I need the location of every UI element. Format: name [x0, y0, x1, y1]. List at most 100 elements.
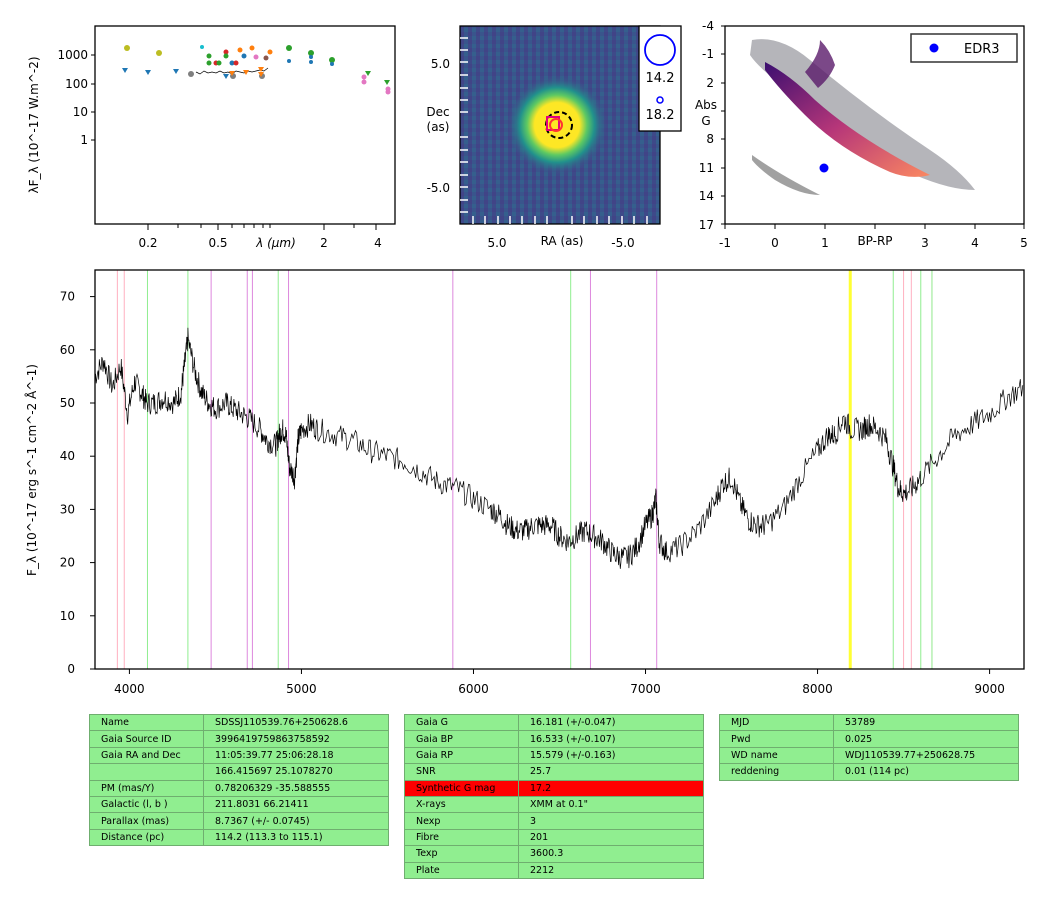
table-row: WD name WDJ110539.77+250628.75: [719, 746, 1019, 765]
hrd-ytick: -4: [702, 19, 714, 33]
table-row: Gaia RA and Dec 11:05:39.77 25:06:28.18: [89, 746, 389, 765]
table-key: Gaia RP: [404, 746, 519, 765]
table-key: Pwd: [719, 730, 834, 748]
spectrum-xtick: 9000: [974, 682, 1005, 696]
hrd-giant-branch: [805, 40, 835, 88]
sed-xtick: 4: [374, 236, 382, 250]
table-key: Gaia BP: [404, 730, 519, 748]
spectrum-ytick: 0: [67, 662, 75, 676]
hrd-cloud: [750, 39, 975, 190]
table-value: 11:05:39.77 25:06:28.18: [203, 746, 389, 765]
table-value: 3600.3: [518, 845, 704, 863]
hrd-target-point: [819, 163, 829, 173]
image-xtick: -5.0: [611, 236, 634, 250]
image-ylabel: (as): [427, 120, 450, 134]
hrd-xlabel: BP-RP: [857, 234, 892, 248]
table-key: reddening: [719, 763, 834, 781]
table-key: Nexp: [404, 812, 519, 830]
table-row: Distance (pc) 114.2 (113.3 to 115.1): [89, 828, 389, 847]
table-row: Galactic (l, b ) 211.8031 66.21411: [89, 795, 389, 814]
spectrum-panel: 0 10 20 30 40 50 60 70 4000 5000 6000 7000 8000 9000…: [24, 269, 1025, 696]
hrd-ylabel: Abs: [695, 98, 717, 112]
table-row: Nexp 3: [404, 812, 704, 830]
table-value: 114.2 (113.3 to 115.1): [203, 828, 389, 847]
hrd-ytick: 2: [706, 76, 714, 90]
hrd-legend: [910, 33, 1018, 63]
table-row: Gaia RP 15.579 (+/-0.163): [404, 746, 704, 765]
info-table-2: Gaia G 16.181 (+/-0.047) Gaia BP 16.533 (+/…: [404, 713, 704, 879]
spectrum-ytick: 70: [60, 290, 75, 304]
spectrum-ytick: 30: [60, 502, 75, 516]
spectrum-ylabel: F_λ (10^-17 erg s^-1 cm^-2 Å^-1): [24, 364, 39, 576]
table-key: Fibre: [404, 828, 519, 847]
legend-label: 18.2: [646, 108, 675, 123]
info-table-3: MJD 53789 Pwd 0.025 WD name WDJ110539.77+2506…: [719, 713, 1019, 781]
table-key: Parallax (mas): [89, 812, 204, 830]
table-value: 0.01 (114 pc): [833, 763, 1019, 781]
hrd-xtick: 5: [1020, 236, 1028, 250]
sed-xtick: 2: [320, 236, 328, 250]
spectral-line-markers: [116, 270, 933, 669]
spectrum-line: [94, 327, 1024, 569]
spectrum-ytick: 50: [60, 396, 75, 410]
table-row: Synthetic G mag 17.2: [404, 779, 704, 797]
table-value: 25.7: [518, 763, 704, 781]
sed-ytick: 1000: [57, 48, 88, 62]
image-ylabel: Dec: [426, 105, 449, 119]
target-circle: [549, 118, 563, 132]
image-panel: 5.0 -5.0 Dec (as) 5.0 -5.0 RA (as) 14.2 …: [426, 25, 682, 250]
image-xtick: 5.0: [487, 236, 506, 250]
hrd-wd-sequence: [752, 155, 820, 195]
sed-ylabel: λF_λ (10^-17 W.m^-2): [27, 56, 41, 193]
info-table-1: Name SDSSJ110539.76+250628.6 Gaia Source I…: [89, 713, 389, 847]
hrd-xtick: 1: [821, 236, 829, 250]
table-row: PM (mas/Y) 0.78206329 -35.588555: [89, 779, 389, 797]
legend-marker-small: [656, 96, 664, 104]
spectrum-xtick: 4000: [114, 682, 145, 696]
table-key: Galactic (l, b ): [89, 795, 204, 814]
legend-label: 14.2: [646, 71, 675, 86]
table-key: Name: [89, 713, 204, 732]
table-row: X-rays XMM at 0.1": [404, 795, 704, 814]
hrd-xtick: 0: [771, 236, 779, 250]
table-value: 8.7367 (+/- 0.0745): [203, 812, 389, 830]
table-key: Texp: [404, 845, 519, 863]
table-key: Synthetic G mag: [404, 779, 519, 797]
table-key: WD name: [719, 746, 834, 765]
table-key: MJD: [719, 713, 834, 732]
table-value: SDSSJ110539.76+250628.6: [203, 713, 389, 732]
spectrum-ytick: 10: [60, 609, 75, 623]
hrd-xtick: 4: [971, 236, 979, 250]
table-value: 0.78206329 -35.588555: [203, 779, 389, 797]
table-value: 211.8031 66.21411: [203, 795, 389, 814]
table-value: 2212: [518, 861, 704, 879]
table-value: 0.025: [833, 730, 1019, 748]
table-row: 166.415697 25.1078270: [89, 763, 389, 781]
sed-ytick: 100: [65, 77, 88, 91]
hrd-ytick: 17: [699, 218, 714, 232]
hrd-xtick: -1: [719, 236, 731, 250]
spectrum-xtick: 7000: [630, 682, 661, 696]
image-xlabel: RA (as): [541, 234, 584, 248]
hrd-ytick: -1: [702, 47, 714, 61]
table-key: Gaia G: [404, 713, 519, 732]
table-key: Distance (pc): [89, 828, 204, 847]
table-row: SNR 25.7: [404, 763, 704, 781]
table-key: Gaia RA and Dec: [89, 746, 204, 765]
table-row: Name SDSSJ110539.76+250628.6: [89, 713, 389, 732]
sed-xtick: 0.5: [208, 236, 227, 250]
table-key: [89, 763, 204, 781]
spectrum-ytick: 60: [60, 343, 75, 357]
table-value: 53789: [833, 713, 1019, 732]
table-row: MJD 53789: [719, 713, 1019, 732]
table-value: WDJ110539.77+250628.75: [833, 746, 1019, 765]
table-row: reddening 0.01 (114 pc): [719, 763, 1019, 781]
spectrum-ytick: 20: [60, 556, 75, 570]
table-key: Plate: [404, 861, 519, 879]
table-row: Gaia G 16.181 (+/-0.047): [404, 713, 704, 732]
sed-xtick: 0.2: [138, 236, 157, 250]
table-value: 15.579 (+/-0.163): [518, 746, 704, 765]
table-value: 17.2: [518, 779, 704, 797]
hrd-xtick: 3: [921, 236, 929, 250]
table-row: Gaia BP 16.533 (+/-0.107): [404, 730, 704, 748]
